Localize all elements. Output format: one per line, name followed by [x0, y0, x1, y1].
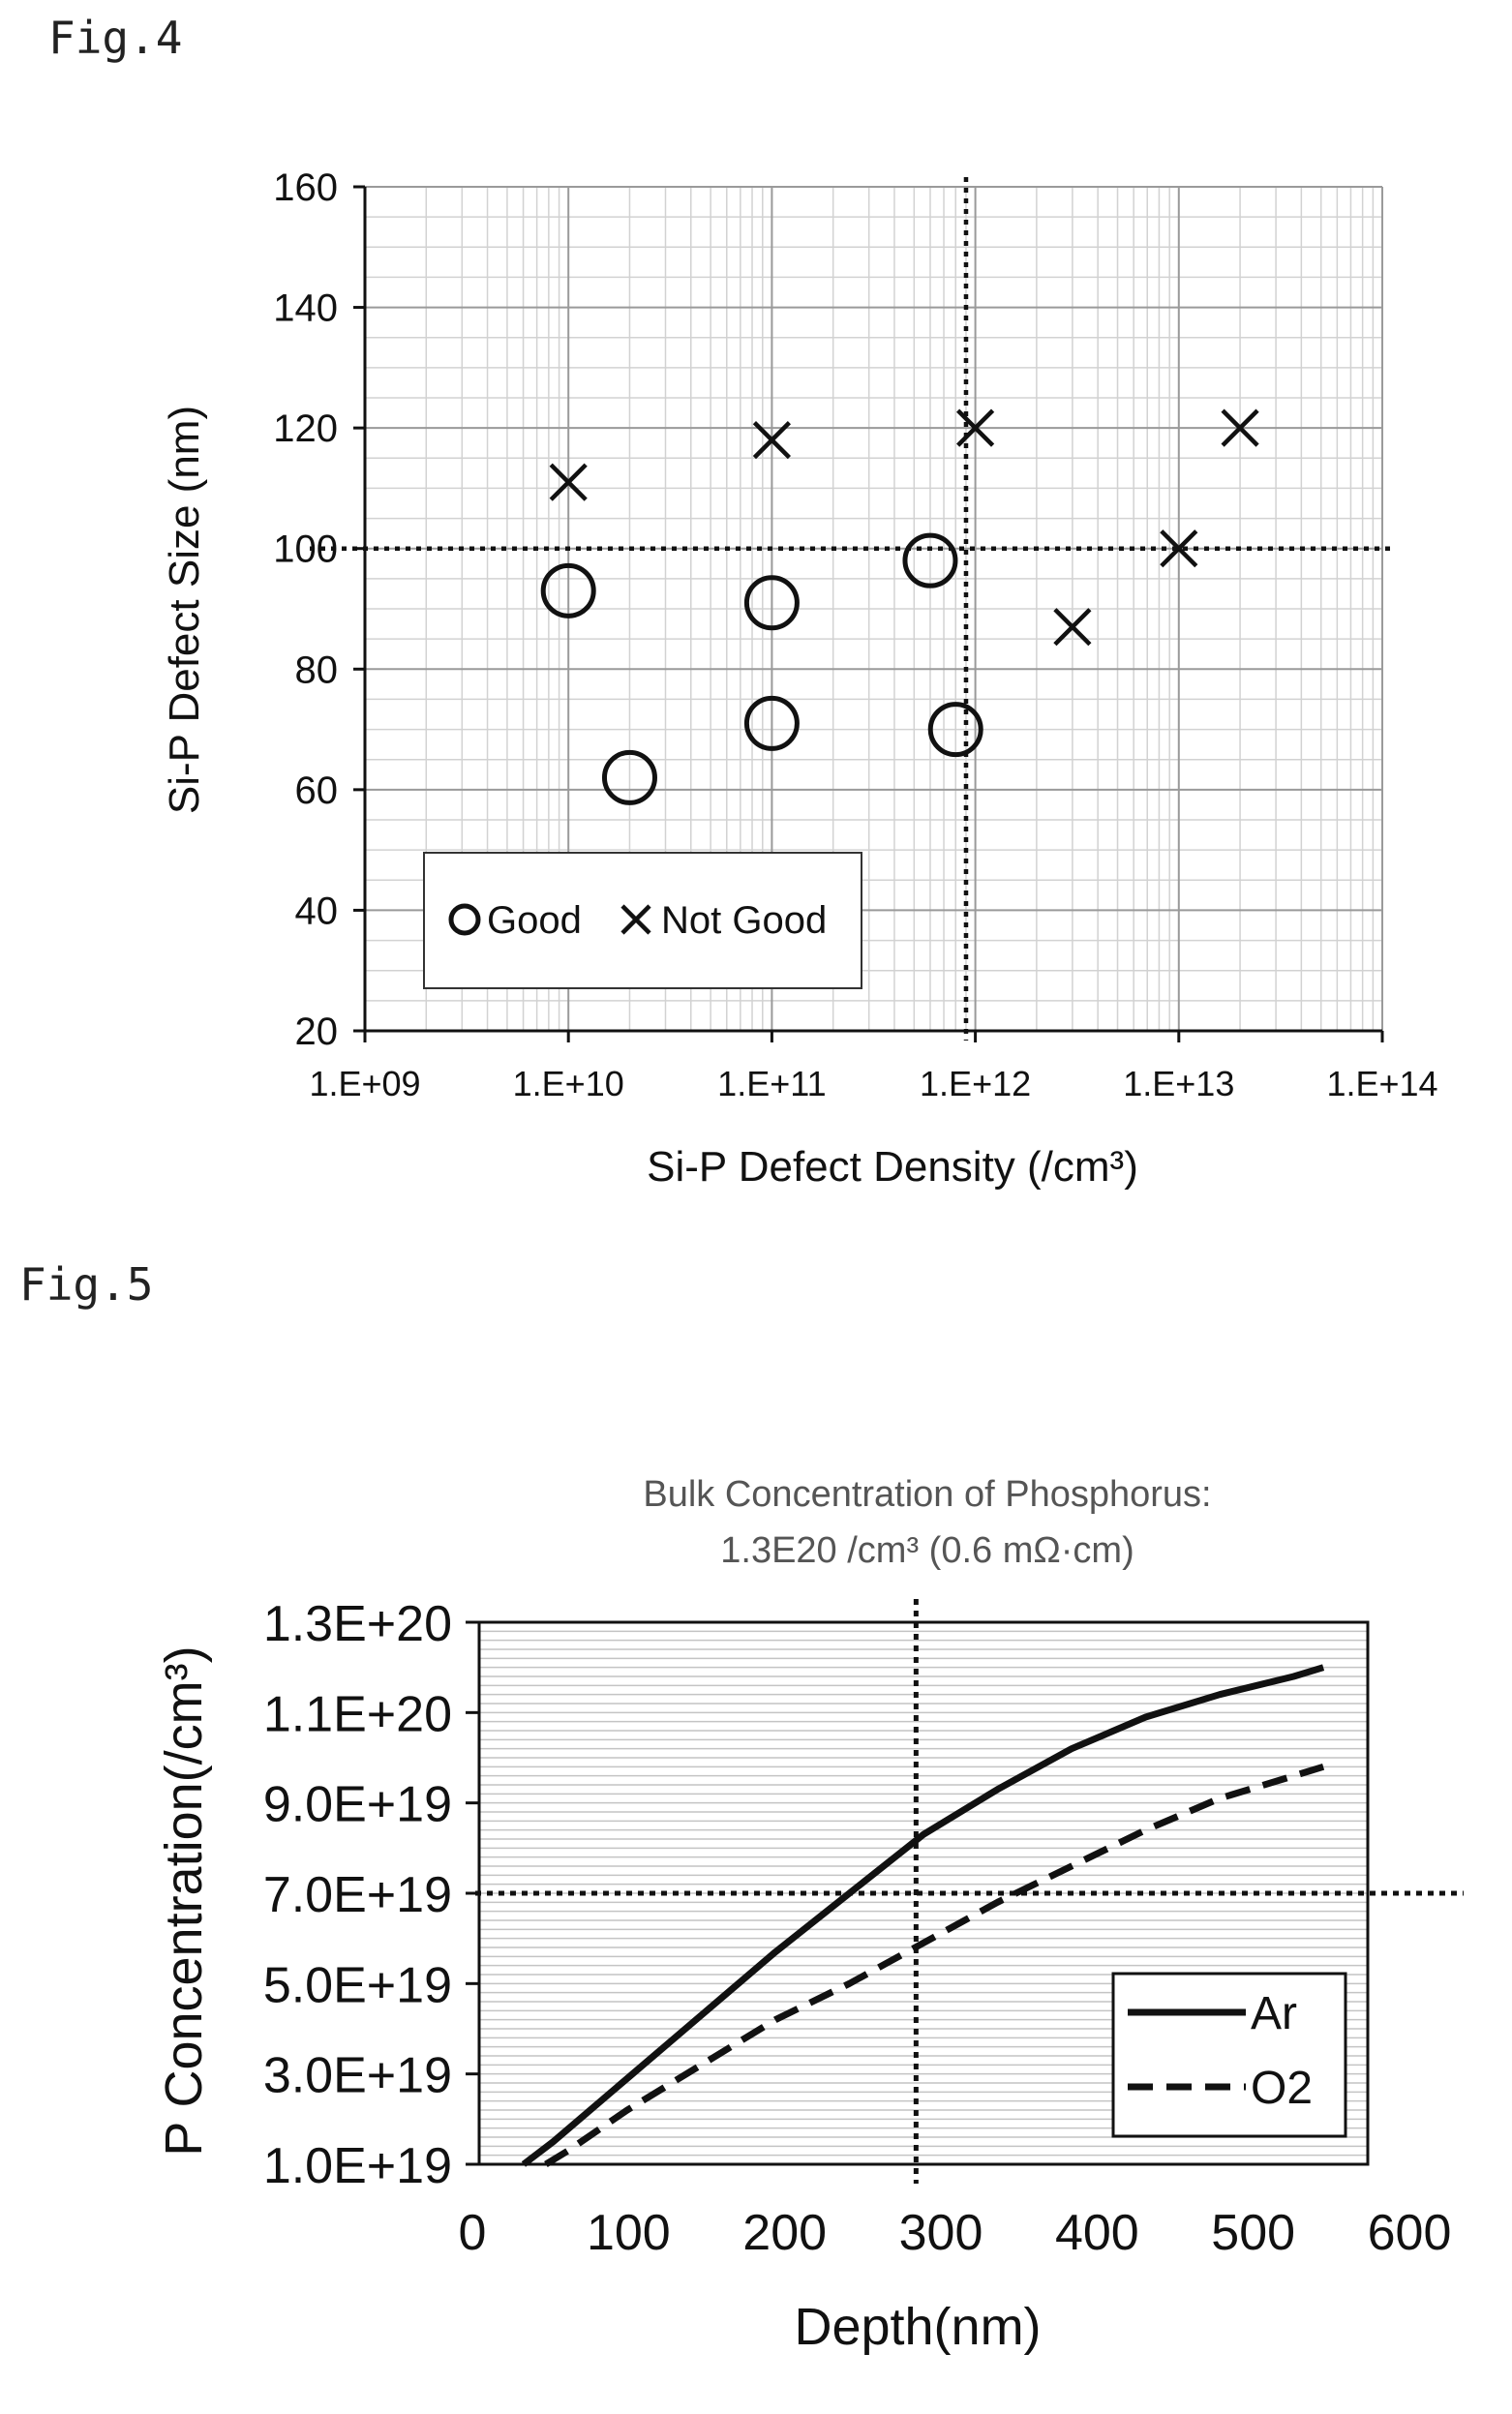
legend-box	[1111, 1972, 1347, 2138]
legend-ar-label: Ar	[1251, 1988, 1297, 2039]
not-good-point	[752, 421, 791, 460]
good-point	[601, 749, 657, 805]
x-axis-label: Depth(nm)	[794, 2298, 1041, 2356]
y-axis-label: Si-P Defect Size (nm)	[161, 406, 208, 814]
legend: Good Not Good	[423, 852, 862, 989]
x-tick-label: 1.E+12	[920, 1064, 1031, 1103]
x-tick-label: 1.E+13	[1123, 1064, 1234, 1103]
x-tick-label: 1.E+09	[309, 1064, 420, 1103]
x-tick-label: 400	[1055, 2205, 1139, 2261]
good-point	[743, 695, 800, 751]
chart-title: Bulk Concentration of Phosphorus:	[643, 1474, 1211, 1515]
legend-not-good-marker	[620, 904, 651, 935]
good-point	[743, 575, 800, 631]
series-line-ar	[521, 1664, 1325, 2167]
not-good-point	[956, 408, 995, 447]
legend-good-marker	[448, 903, 481, 936]
x-tick-label: 1.E+10	[513, 1064, 624, 1103]
good-point	[902, 532, 958, 588]
legend-o2-label: O2	[1251, 2063, 1313, 2114]
x-tick-label: 600	[1368, 2205, 1452, 2261]
y-tick-label: 1.1E+20	[263, 1686, 452, 1742]
y-tick-label: 60	[295, 769, 339, 812]
figure-4-label: Fig.4	[48, 12, 183, 64]
legend-box	[423, 852, 862, 989]
chart-subtitle: 1.3E20 /cm³ (0.6 mΩ·cm)	[720, 1530, 1134, 1571]
legend-good-label: Good	[487, 899, 582, 942]
y-tick-label: 100	[273, 528, 338, 571]
y-tick-label: 20	[295, 1011, 339, 1053]
not-good-point	[1221, 408, 1259, 447]
y-tick-label: 140	[273, 287, 338, 330]
figure-4-scatter-chart: 20 40 60 80 100 120 140 160 1.E+09 1.E+10 1.E+11 1.…	[161, 166, 1438, 1191]
figure-5-line-chart: Bulk Concentration of Phosphorus: 1.3E20 …	[155, 1474, 1464, 2356]
not-good-mark-stroke	[1053, 608, 1092, 647]
y-tick-label: 3.0E+19	[263, 2048, 452, 2104]
y-tick-label: 1.0E+19	[263, 2138, 452, 2194]
not-good-point	[1160, 529, 1198, 568]
x-tick-label: 1.E+14	[1326, 1064, 1437, 1103]
x-axis-label: Si-P Defect Density (/cm³)	[647, 1143, 1138, 1191]
x-tick-label: 1.E+11	[717, 1064, 826, 1103]
y-tick-label: 1.3E+20	[263, 1596, 452, 1652]
legend-not-good-label: Not Good	[661, 899, 827, 942]
y-tick-label: 160	[273, 166, 338, 209]
figure-5-label: Fig.5	[19, 1258, 154, 1311]
y-tick-label: 80	[295, 649, 339, 691]
y-tick-label: 5.0E+19	[263, 1957, 452, 2013]
x-tick-label: 500	[1211, 2205, 1295, 2261]
not-good-mark-stroke	[549, 463, 588, 501]
legend: Ar O2	[1111, 1972, 1347, 2138]
grid-lines	[364, 186, 1383, 1032]
x-tick-label: 200	[742, 2205, 827, 2261]
not-good-point	[1053, 608, 1092, 647]
not-good-point	[549, 463, 588, 501]
y-tick-label: 7.0E+19	[263, 1867, 452, 1923]
y-tick-label: 9.0E+19	[263, 1777, 452, 1833]
x-tick-label: 100	[587, 2205, 671, 2261]
y-axis-label: P Concentration(/cm³)	[155, 1645, 213, 2156]
x-tick-label: 300	[899, 2205, 983, 2261]
not-good-mark-stroke	[1221, 408, 1259, 447]
good-point	[540, 562, 596, 619]
series-line-o2	[544, 1763, 1325, 2167]
y-tick-label: 40	[295, 890, 339, 932]
x-tick-label: 0	[459, 2205, 487, 2261]
not-good-mark-stroke	[1160, 529, 1198, 568]
not-good-mark-stroke	[752, 421, 791, 460]
y-tick-label: 120	[273, 407, 338, 450]
not-good-mark-stroke	[956, 408, 995, 447]
good-point	[927, 702, 983, 758]
